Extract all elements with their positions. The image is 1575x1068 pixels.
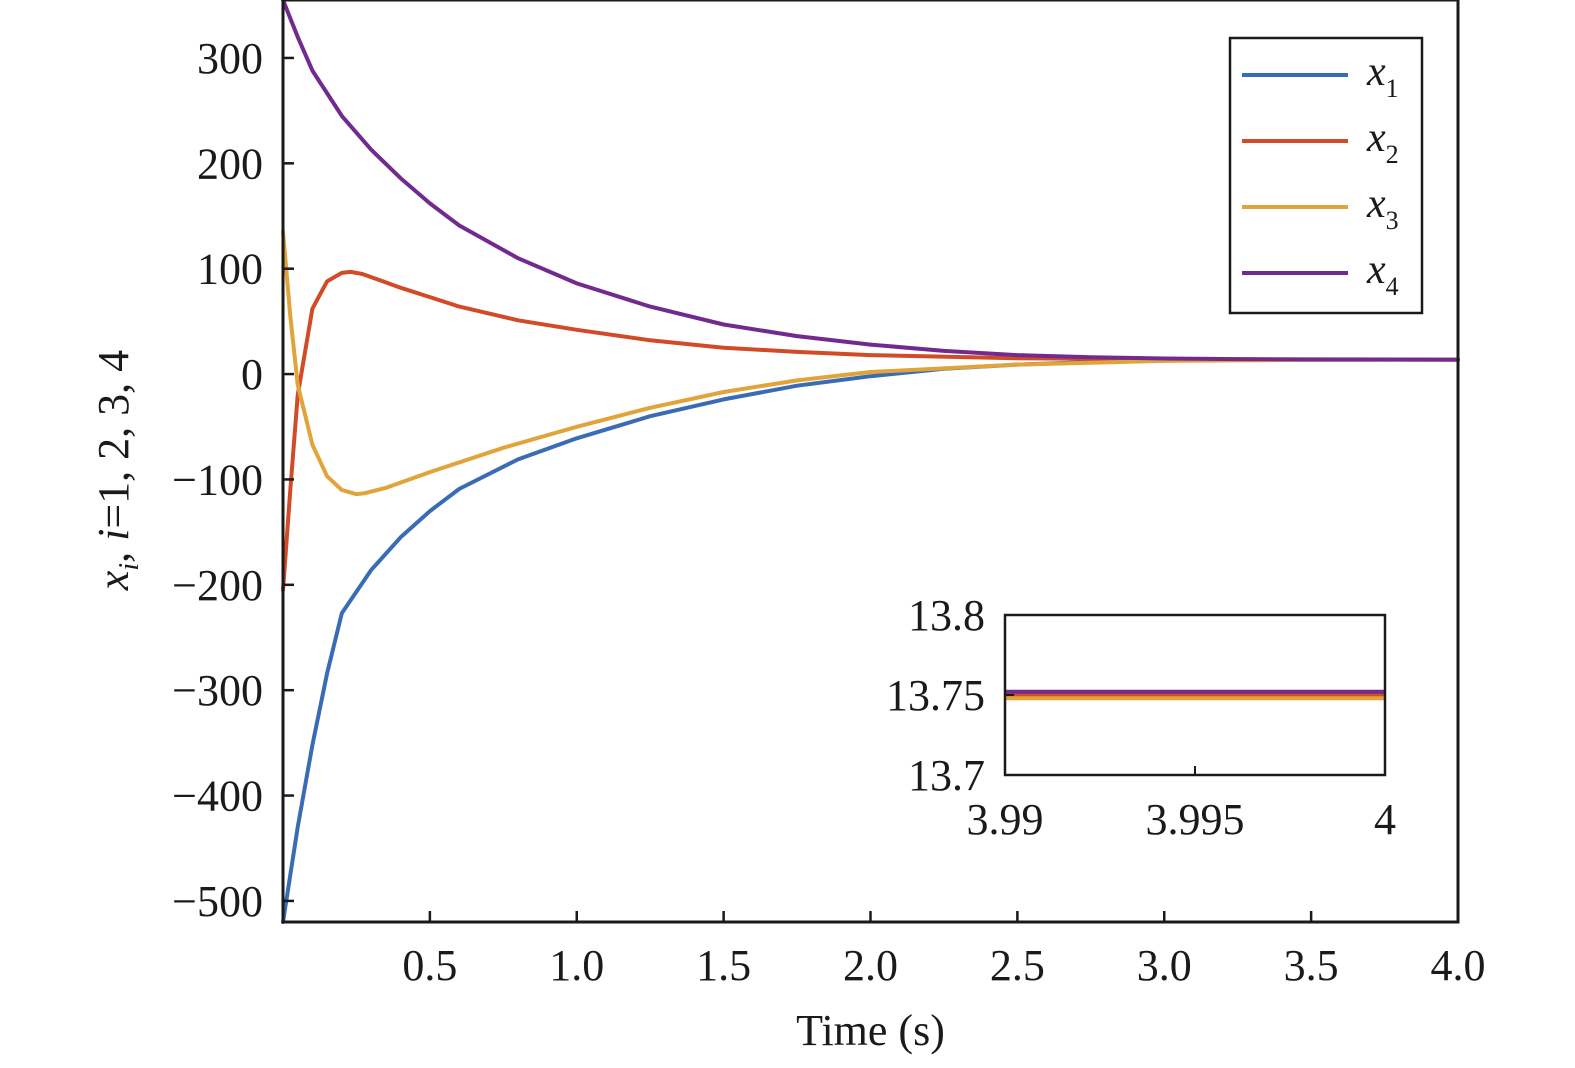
y-tick-label: −300 [172, 666, 263, 715]
legend-item-x2: x2 [1242, 115, 1399, 169]
y-tick-label: 200 [197, 139, 263, 188]
legend-label-main: x [1366, 181, 1386, 227]
legend-label-sub: 3 [1386, 206, 1399, 235]
legend-item-x1: x1 [1242, 49, 1399, 103]
x-tick-label: 4.0 [1431, 941, 1486, 990]
legend-label-main: x [1366, 49, 1386, 95]
y-axis-title: xi, i=1, 2, 3, 4 [89, 350, 145, 591]
inset-y-tick-label: 13.75 [886, 671, 985, 720]
legend-label: x2 [1366, 115, 1399, 169]
x-tick-label: 2.0 [843, 941, 898, 990]
legend-box [1228, 36, 1424, 315]
series-line-x4 [281, 0, 1460, 362]
legend-label-sub: 4 [1386, 272, 1399, 301]
legend-label: x3 [1366, 181, 1399, 235]
y-tick-label: −400 [172, 772, 263, 821]
legend-label-sub: 2 [1386, 140, 1399, 169]
legend-label-main: x [1366, 115, 1386, 161]
y-tick-label: −100 [172, 455, 263, 504]
y-tick-label: −200 [172, 561, 263, 610]
inset-y-tick-label: 13.7 [908, 751, 985, 800]
x-tick-label: 3.0 [1137, 941, 1192, 990]
legend-label-main: x [1366, 247, 1386, 293]
legend-label-sub: 1 [1386, 74, 1399, 103]
y-tick-label: 0 [241, 350, 263, 399]
inset-chart: 13.8 13.75 13.73.99 3.995 4 [886, 591, 1396, 844]
x-tick-label: 2.5 [990, 941, 1045, 990]
y-tick-label: −500 [172, 877, 263, 926]
y-title-sub: i [114, 563, 145, 571]
inset-x-tick-label: 4 [1374, 795, 1396, 844]
x-tick-label: 0.5 [402, 941, 457, 990]
y-tick-label: 300 [197, 34, 263, 83]
legend-label: x1 [1366, 49, 1399, 103]
x-tick-label: 3.5 [1284, 941, 1339, 990]
y-title-index: i [89, 529, 138, 541]
y-title-var: x [89, 570, 138, 591]
inset-y-tick-label: 13.8 [908, 591, 985, 640]
main-axes: 300 200 100 0 −100 −200 −300 −400 −500 0.5 1.0 1.5 2… [172, 0, 1486, 990]
legend-label: x4 [1366, 247, 1399, 301]
inset-x-tick-label: 3.995 [1146, 795, 1245, 844]
x-tick-label: 1.5 [696, 941, 751, 990]
legend-item-x3: x3 [1242, 181, 1399, 235]
x-tick-label: 1.0 [549, 941, 604, 990]
y-tick-label: 100 [197, 245, 263, 294]
x-axis-title: Time (s) [796, 1006, 945, 1055]
y-title-sep: , [89, 541, 138, 563]
y-title-rest: =1, 2, 3, 4 [89, 350, 138, 529]
series-line-x2 [281, 269, 1460, 593]
legend-item-x4: x4 [1242, 247, 1399, 301]
series-line-x3 [281, 229, 1460, 497]
main-series-group [281, 0, 1460, 924]
inset-x-tick-label: 3.99 [967, 795, 1044, 844]
